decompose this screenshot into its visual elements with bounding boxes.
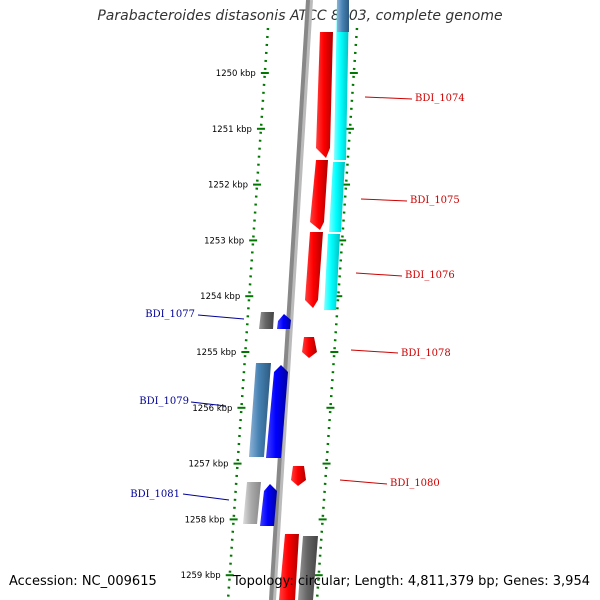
cds-bdi-1074-top <box>337 0 349 32</box>
cds-bdi-1074[interactable] <box>334 0 349 160</box>
map-title: Parabacteroides distasonis ATCC 8503, co… <box>97 8 503 24</box>
gene-label-leader <box>182 493 230 501</box>
gene-label[interactable]: BDI_1081 <box>130 489 180 500</box>
gene-bdi-1077-gray[interactable] <box>259 312 274 329</box>
gene-label[interactable]: BDI_1076 <box>405 270 455 281</box>
tick-label: 1254 kbp <box>200 292 240 302</box>
backbone <box>269 0 310 600</box>
gene-next-forward[interactable] <box>279 534 299 600</box>
gene-bdi-1078[interactable] <box>302 337 317 358</box>
gene-label-leader <box>360 198 408 202</box>
gene-label-leader <box>350 349 399 354</box>
tick-label: 1256 kbp <box>192 404 232 414</box>
tick-label: 1257 kbp <box>188 460 228 470</box>
gene-next-gray[interactable] <box>298 536 318 600</box>
gene-label[interactable]: BDI_1077 <box>145 309 195 320</box>
gene-label-leader <box>197 314 245 320</box>
tick-label: 1251 kbp <box>212 125 252 135</box>
gene-bdi-1075[interactable] <box>310 160 328 230</box>
tick-label: 1253 kbp <box>204 236 244 246</box>
gene-label[interactable]: BDI_1080 <box>390 478 440 489</box>
tick-label: 1252 kbp <box>208 181 248 191</box>
tick-label: 1258 kbp <box>185 515 225 525</box>
gene-label[interactable]: BDI_1074 <box>415 93 465 104</box>
gene-label-leader <box>190 401 227 407</box>
gene-bdi-1079[interactable] <box>266 365 288 458</box>
gene-bdi-1080[interactable] <box>291 466 306 486</box>
gene-bdi-1076[interactable] <box>305 232 323 308</box>
tick-label: 1259 kbp <box>181 571 221 581</box>
tick-label: 1250 kbp <box>216 69 256 79</box>
cds-bdi-1075[interactable] <box>329 162 345 232</box>
cds-bdi-1079[interactable] <box>249 363 271 457</box>
tick-label: 1255 kbp <box>196 348 236 358</box>
genome-stats-text: Topology: circular; Length: 4,811,379 bp… <box>232 574 590 589</box>
cds-bdi-1076[interactable] <box>324 234 340 310</box>
gene-bdi-1081[interactable] <box>260 484 277 526</box>
gene-label[interactable]: BDI_1078 <box>401 348 451 359</box>
gene-label[interactable]: BDI_1075 <box>410 195 460 206</box>
gene-bdi-1074[interactable] <box>316 32 333 158</box>
gene-label-leader <box>364 96 413 100</box>
cds-bdi-1081[interactable] <box>243 482 261 524</box>
accession-text: Accession: NC_009615 <box>9 574 157 589</box>
gene-label[interactable]: BDI_1079 <box>139 396 189 407</box>
gene-label-leader <box>339 479 388 485</box>
gene-label-leader <box>355 272 403 277</box>
gene-bdi-1077[interactable] <box>277 314 291 329</box>
